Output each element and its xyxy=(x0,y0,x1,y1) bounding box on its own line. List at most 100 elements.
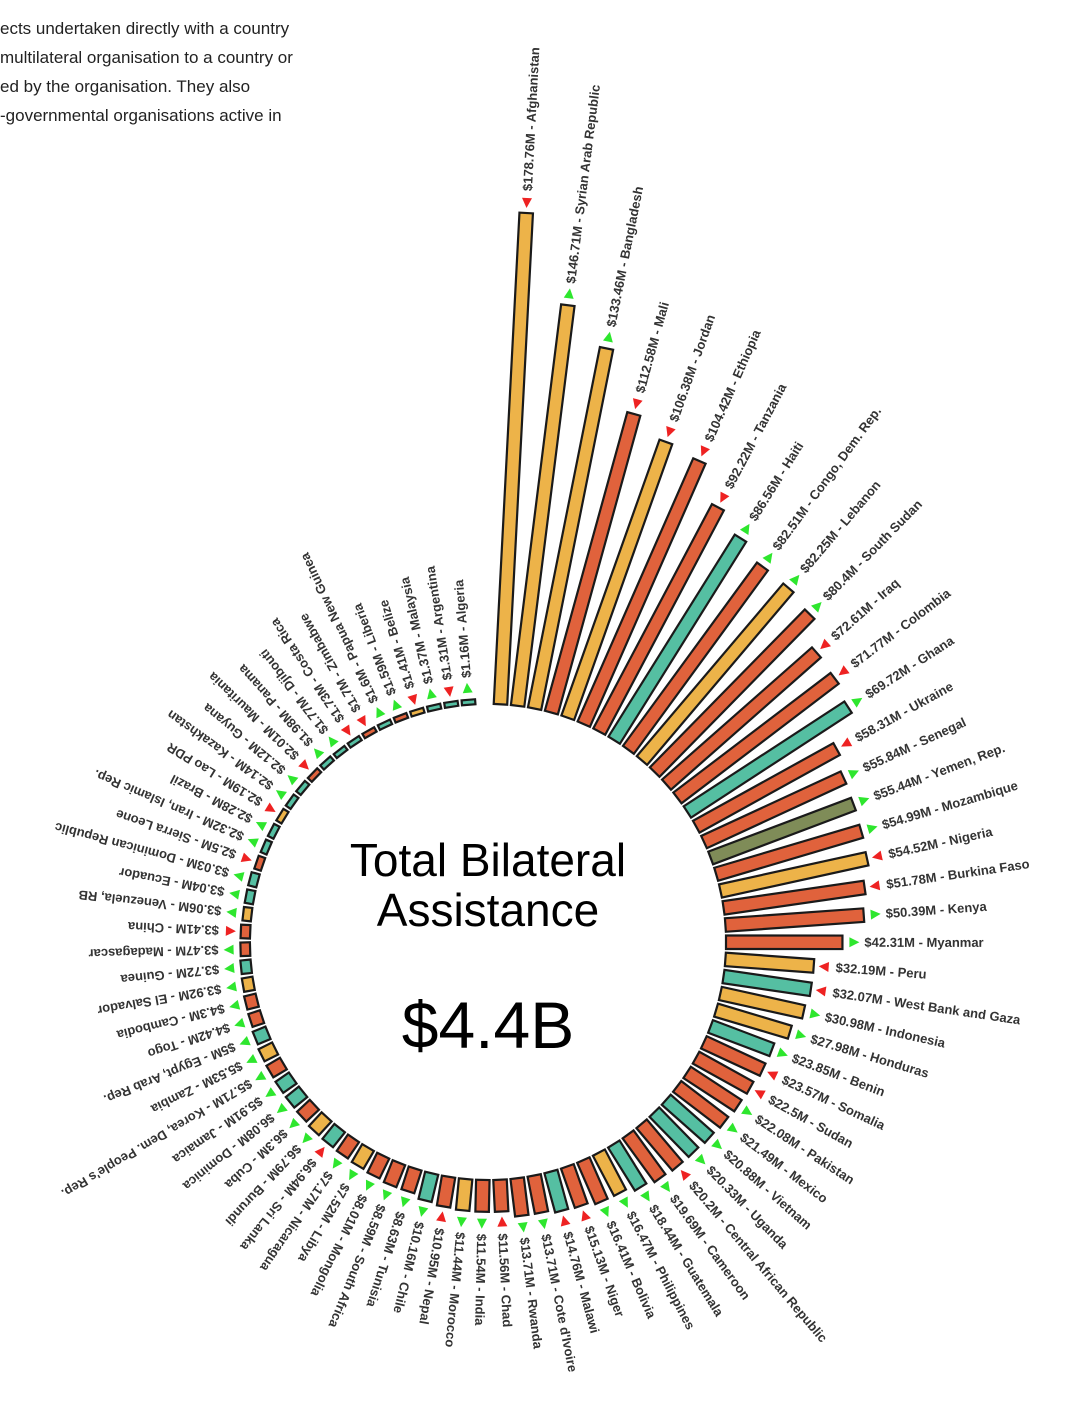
center-title-line1: Total Bilateral xyxy=(350,834,626,886)
bar-mauritania xyxy=(306,766,323,784)
bars-layer xyxy=(239,211,870,1218)
bar-cameroon xyxy=(621,1128,667,1184)
trend-up-icon-south-africa xyxy=(382,1189,393,1201)
intro-line-3: ed by the organisation. They also xyxy=(0,77,251,96)
bar-rwanda xyxy=(509,1176,530,1218)
bar-niger xyxy=(559,1162,590,1210)
bar-label-burkina-faso: $51.78M - Burkina Faso xyxy=(885,856,1030,892)
trend-down-icon-china xyxy=(225,925,236,936)
bar-libya xyxy=(350,1142,376,1171)
bar-uganda xyxy=(647,1105,700,1159)
bar-iran-islamic-rep xyxy=(259,838,274,856)
bar-colombia xyxy=(671,671,841,805)
bar-yemen-rep xyxy=(706,796,858,866)
trend-down-icon-lao-pdr xyxy=(264,802,276,813)
trend-down-icon-nigeria xyxy=(871,850,883,861)
trend-up-icon-venezuela-rb xyxy=(226,907,237,918)
trend-down-icon-tanzania xyxy=(720,491,730,503)
bar-label-central-african-republic: $20.2M - Central African Republic xyxy=(686,1178,831,1345)
trend-down-icon-afghanistan xyxy=(522,197,533,208)
trend-down-icon-mauritania xyxy=(298,759,309,770)
bar-venezuela-rb xyxy=(241,905,254,923)
bar-label-nigeria: $54.52M - Nigeria xyxy=(887,824,995,862)
bar-philippines xyxy=(591,1147,628,1198)
trend-up-icon-zambia xyxy=(246,1053,258,1063)
trend-up-icon-el-salvador xyxy=(226,981,237,992)
trend-up-icon-bolivia xyxy=(599,1205,609,1217)
trend-up-icon-bangladesh xyxy=(603,331,613,343)
bar-korea-dem-people-s-rep xyxy=(264,1056,289,1079)
trend-down-icon-niger xyxy=(581,1210,591,1222)
bar-west-bank-and-gaza xyxy=(721,968,814,998)
intro-text: ects undertaken directly with a country … xyxy=(0,14,372,130)
trend-up-icon-vietnam xyxy=(711,1138,722,1150)
trend-up-icon-uganda xyxy=(694,1153,706,1165)
bar-morocco xyxy=(454,1177,474,1213)
bar-label-myanmar: $42.31M - Myanmar xyxy=(864,935,983,950)
trend-up-icon-guatemala xyxy=(640,1190,650,1202)
bar-cambodia xyxy=(242,992,261,1011)
bar-label-afghanistan: $178.76M - Afghanistan xyxy=(520,47,543,192)
bar-el-salvador xyxy=(240,975,257,994)
center-total-value: $4.4B xyxy=(402,988,574,1062)
trend-up-icon-togo xyxy=(234,1017,246,1028)
bar-ghana xyxy=(682,699,854,820)
bar-vietnam xyxy=(660,1093,716,1145)
trend-up-icon-haiti xyxy=(739,523,750,535)
bar-label-colombia: $71.77M - Colombia xyxy=(848,585,954,671)
bar-kazakhstan xyxy=(284,792,300,811)
trend-up-icon-mozambique xyxy=(866,824,878,835)
bar-mali xyxy=(543,410,642,716)
trend-up-icon-brazil xyxy=(255,822,268,832)
bar-bangladesh xyxy=(526,345,615,712)
bar-malaysia xyxy=(425,702,443,713)
trend-up-icon-burundi xyxy=(302,1132,313,1144)
trend-up-icon-cameroon xyxy=(660,1180,671,1192)
trend-up-icon-mexico xyxy=(726,1122,738,1133)
trend-up-icon-djibouti xyxy=(328,736,339,748)
trend-up-icon-kazakhstan xyxy=(275,790,287,800)
center-title-line2: Assistance xyxy=(377,884,599,936)
bar-somalia xyxy=(699,1034,767,1078)
trend-up-icon-syrian-arab-republic xyxy=(563,288,574,299)
bar-label-morocco: $11.44M - Morocco xyxy=(442,1231,468,1348)
bar-belize xyxy=(408,706,426,718)
bar-argentina xyxy=(442,699,460,710)
trend-down-icon-sri-lanka xyxy=(314,1146,325,1158)
bar-sudan xyxy=(691,1050,755,1096)
trend-down-icon-burkina-faso xyxy=(869,880,881,891)
bar-iraq xyxy=(660,645,823,792)
bar-jordan xyxy=(560,438,674,722)
trend-up-icon-mongolia xyxy=(365,1179,375,1191)
trend-up-icon-madagascar xyxy=(223,944,234,955)
bar-label-madagascar: $3.47M - Madagascar xyxy=(88,943,218,962)
bar-india xyxy=(474,1178,491,1213)
bar-label-rwanda: $13.71M - Rwanda xyxy=(517,1237,546,1351)
trend-down-icon-ethiopia xyxy=(700,445,710,457)
bar-label-india: $11.54M - India xyxy=(472,1234,489,1327)
trend-up-icon-iran-islamic-rep xyxy=(247,838,259,848)
bar-guinea xyxy=(239,958,254,976)
bar-label-kenya: $50.39M - Kenya xyxy=(885,899,988,921)
trend-down-icon-nepal xyxy=(436,1211,446,1223)
trend-down-icon-central-african-republic xyxy=(680,1170,692,1181)
trend-up-icon-yemen-rep xyxy=(858,796,870,807)
bar-tunisia xyxy=(400,1165,423,1195)
trend-down-icon-belize xyxy=(407,693,418,705)
trend-up-icon-egypt-arab-rep xyxy=(239,1036,251,1046)
intro-line-4: -governmental organisations active in xyxy=(0,106,282,125)
trend-up-icon-nicaragua xyxy=(332,1157,343,1169)
trend-down-icon-colombia xyxy=(838,665,850,676)
bar-ukraine xyxy=(691,741,842,835)
trend-up-icon-morocco xyxy=(456,1216,467,1228)
trend-up-icon-ecuador xyxy=(229,889,240,900)
bar-cuba xyxy=(295,1098,321,1124)
bar-label-syrian-arab-republic: $146.71M - Syrian Arab Republic xyxy=(563,84,603,285)
trend-up-icon-ghana xyxy=(851,697,863,708)
bar-pakistan xyxy=(681,1065,744,1113)
intro-line-2: multilateral organisation to a country o… xyxy=(0,48,293,67)
trend-up-icon-south-sudan xyxy=(811,602,822,613)
trend-up-icon-papua-new-guinea xyxy=(376,707,386,719)
trend-up-icon-myanmar xyxy=(849,937,860,948)
